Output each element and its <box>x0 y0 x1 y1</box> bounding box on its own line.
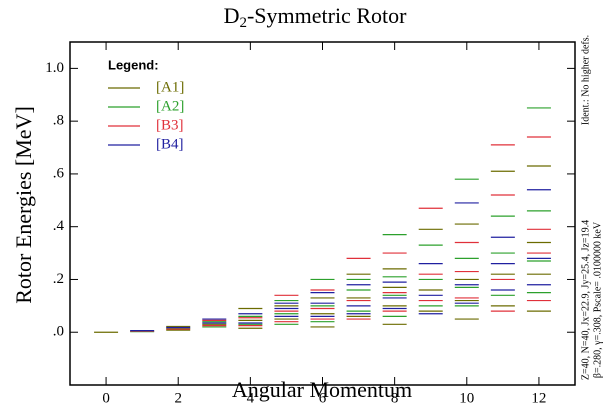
x-tick-label: 10 <box>459 390 474 406</box>
y-tick-label: .4 <box>53 218 65 234</box>
x-tick-label: 12 <box>531 390 546 406</box>
plot-frame <box>69 41 576 386</box>
chart-title: D2-Symmetric Rotor <box>224 3 408 31</box>
annotation: Z=40, N=40, Jx=22.9, Jy=25.4, Jz=19.4 <box>580 220 591 380</box>
annotation: Ident.: No higher defs. <box>580 35 591 125</box>
annotation: β=.280, γ=.308, Pscale= .0100000 keV <box>592 221 603 378</box>
y-tick-label: .2 <box>53 271 64 287</box>
y-tick-label: .8 <box>53 113 64 129</box>
legend-label: [A1] <box>156 79 184 95</box>
x-tick-label: 2 <box>174 390 182 406</box>
y-tick-label: 1.0 <box>45 60 64 76</box>
y-tick-label: .6 <box>53 165 65 181</box>
x-tick-label: 4 <box>247 390 255 406</box>
y-tick-label: .0 <box>53 324 64 340</box>
legend-label: [B4] <box>156 136 184 152</box>
legend-label: [B3] <box>156 117 184 133</box>
title-main: D <box>224 3 240 28</box>
x-tick-label: 8 <box>391 390 399 406</box>
y-axis-label: Rotor Energies [MeV] <box>11 106 36 304</box>
title-rest: -Symmetric Rotor <box>247 3 407 28</box>
legend-title: Legend: <box>108 57 159 72</box>
legend-label: [A2] <box>156 98 184 114</box>
x-tick-label: 6 <box>319 390 327 406</box>
title-subscript: 2 <box>239 15 247 31</box>
x-tick-label: 0 <box>102 390 110 406</box>
